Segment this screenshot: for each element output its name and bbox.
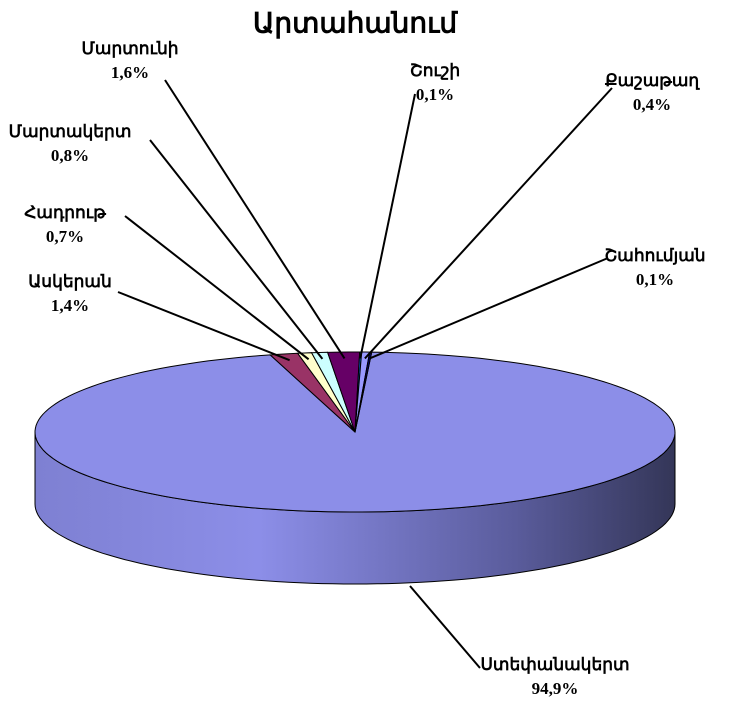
leader-line	[369, 257, 609, 360]
slice-value-label: 0,7%	[46, 227, 84, 246]
slice-value-label: 0,8%	[51, 146, 89, 165]
leader-line	[117, 291, 290, 362]
slice-label: Շուշի	[410, 61, 460, 80]
slice-label: Մարտակերտ	[9, 122, 132, 141]
slice-value-label: 94,9%	[532, 679, 579, 698]
slice-label: Ստեփանակերտ	[480, 655, 629, 674]
slice-label: Հադրութ	[24, 203, 106, 222]
chart-title: Արտահանում	[253, 8, 458, 39]
slice-value-label: 0,1%	[416, 85, 454, 104]
slice-value-label: 0,4%	[633, 95, 671, 114]
leader-line	[149, 139, 324, 360]
slice-value-label: 1,4%	[51, 296, 89, 315]
slice-label: Մարտունի	[81, 39, 178, 58]
leader-line	[359, 93, 416, 359]
leader-line	[409, 585, 481, 669]
leader-line	[364, 87, 613, 360]
slice-value-label: 0,1%	[636, 270, 674, 289]
slice-label: Քաշաթաղ	[605, 71, 701, 90]
slice-value-label: 1,6%	[111, 63, 149, 82]
slice-label: Շահումյան	[604, 246, 705, 265]
slice-label: Ասկերան	[28, 272, 111, 291]
leader-line	[124, 215, 310, 361]
leader-line	[164, 79, 346, 359]
